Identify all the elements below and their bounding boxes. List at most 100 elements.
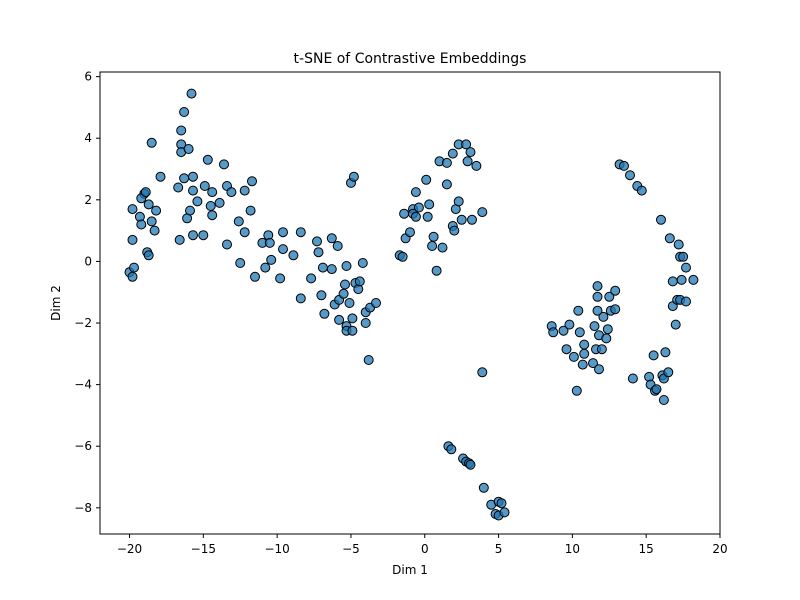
data-point	[663, 367, 674, 378]
data-point	[431, 265, 442, 276]
data-point	[219, 159, 229, 170]
data-point	[186, 88, 197, 99]
data-point	[681, 262, 691, 273]
data-point	[456, 214, 467, 225]
data-point	[275, 273, 286, 284]
data-point	[235, 258, 246, 268]
data-point	[264, 237, 275, 248]
y-tick-label: 0	[84, 254, 92, 268]
data-point	[405, 227, 415, 238]
data-point	[278, 244, 288, 255]
data-point	[561, 344, 572, 355]
data-point	[465, 459, 476, 470]
data-point	[354, 276, 365, 287]
data-point	[207, 187, 218, 198]
y-axis: −8 −6 −4 −2 0 2 4 6	[74, 70, 100, 515]
data-point	[636, 185, 647, 196]
x-tick-label: 5	[495, 542, 503, 556]
x-tick-label: 20	[712, 542, 727, 556]
data-point	[656, 214, 666, 225]
data-point	[288, 250, 299, 261]
data-point	[421, 174, 432, 185]
data-point	[660, 347, 671, 358]
data-point	[410, 187, 421, 198]
data-point	[410, 211, 421, 222]
data-point	[427, 241, 438, 251]
data-point	[140, 187, 151, 198]
data-point	[447, 148, 458, 159]
data-point	[610, 285, 621, 296]
data-point	[592, 291, 603, 302]
data-point	[678, 251, 689, 262]
data-point	[602, 324, 613, 335]
data-point	[648, 350, 659, 361]
data-point	[596, 344, 607, 355]
data-point	[173, 182, 184, 193]
data-point	[136, 219, 147, 230]
chart-title: t-SNE of Contrastive Embeddings	[294, 51, 527, 67]
data-point	[477, 367, 488, 378]
data-point	[360, 318, 371, 328]
y-tick-label: 6	[84, 70, 92, 84]
data-point	[198, 230, 209, 241]
y-tick-label: −6	[74, 439, 92, 453]
data-point	[610, 304, 621, 315]
data-point	[316, 290, 327, 301]
data-point	[199, 181, 210, 191]
data-point	[146, 216, 157, 227]
data-point	[574, 327, 585, 338]
x-tick-label: −20	[117, 542, 142, 556]
data-point	[347, 325, 358, 336]
data-point	[357, 258, 368, 268]
data-point	[548, 327, 559, 338]
data-point	[179, 107, 190, 117]
data-point	[467, 214, 477, 225]
data-point	[363, 355, 374, 365]
data-point	[347, 313, 358, 324]
data-point	[413, 202, 424, 213]
data-point	[192, 196, 203, 207]
data-point	[577, 359, 588, 370]
y-tick-label: 2	[84, 193, 92, 207]
x-tick-label: 10	[565, 542, 580, 556]
data-point	[667, 276, 678, 287]
data-point	[202, 154, 213, 165]
data-point	[441, 157, 452, 168]
data-point	[312, 236, 322, 247]
y-tick-label: −4	[74, 378, 92, 392]
data-point	[428, 231, 439, 242]
data-point	[592, 305, 603, 316]
data-point	[471, 160, 482, 171]
data-point	[155, 171, 166, 182]
data-point	[222, 239, 232, 250]
data-point	[453, 196, 464, 207]
data-point	[465, 147, 476, 158]
y-axis-label: Dim 2	[49, 285, 63, 321]
data-point	[568, 351, 579, 362]
data-point	[245, 205, 256, 216]
data-point	[239, 227, 250, 238]
data-point	[319, 308, 330, 319]
data-point	[437, 242, 448, 253]
data-point	[185, 205, 195, 216]
data-point	[478, 482, 489, 493]
y-tick-label: 4	[84, 131, 92, 145]
data-point	[151, 205, 162, 216]
data-point	[594, 364, 604, 375]
data-point	[306, 273, 317, 284]
data-point	[340, 279, 350, 290]
x-tick-label: 15	[639, 542, 654, 556]
data-point	[146, 137, 157, 148]
data-point	[239, 185, 250, 196]
data-point	[673, 239, 684, 250]
data-point	[326, 264, 337, 275]
data-point	[664, 233, 675, 244]
x-axis-label: Dim 1	[392, 563, 428, 577]
x-tick-label: −15	[191, 542, 216, 556]
data-point	[571, 385, 582, 396]
data-point	[462, 156, 473, 167]
data-point	[127, 271, 138, 282]
data-point	[601, 333, 612, 344]
data-point	[627, 373, 638, 384]
